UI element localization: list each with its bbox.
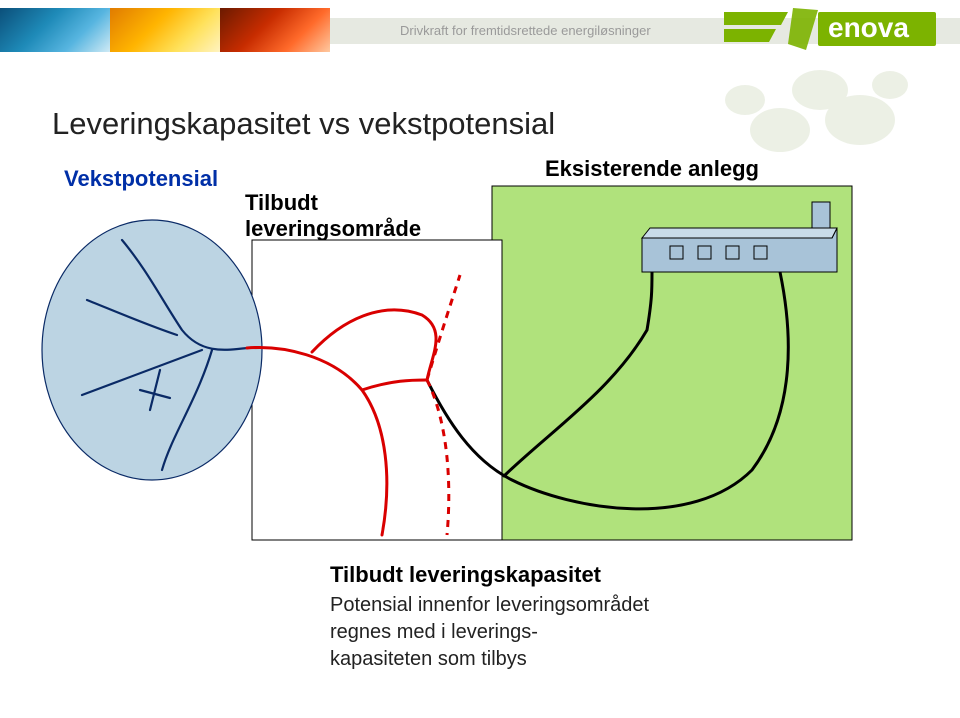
header-image-panels	[0, 8, 330, 52]
label-eksisterende-anlegg: Eksisterende anlegg	[545, 156, 759, 182]
plant-window	[754, 246, 767, 259]
footer-title: Tilbudt leveringskapasitet	[330, 560, 649, 590]
brand-logo: enova enova enova	[718, 2, 938, 58]
diagram-area	[52, 180, 862, 540]
header-panel-fire	[220, 8, 330, 52]
footer-label-block: Tilbudt leveringskapasitet Potensial inn…	[330, 560, 649, 673]
plant-roof	[642, 228, 837, 238]
plant-window	[698, 246, 711, 259]
slide-root: Drivkraft for fremtidsrettede energiløsn…	[0, 0, 960, 718]
offered-area-box	[252, 240, 502, 540]
decorative-map	[700, 50, 930, 170]
header-tagline: Drivkraft for fremtidsrettede energiløsn…	[400, 23, 651, 38]
header-panel-water	[0, 8, 110, 52]
header-bar: Drivkraft for fremtidsrettede energiløsn…	[0, 8, 960, 52]
page-title: Leveringskapasitet vs vekstpotensial	[52, 106, 555, 142]
footer-line2: Potensial innenfor leveringsområdet	[330, 594, 649, 616]
plant-window	[670, 246, 683, 259]
header-panel-sun	[110, 8, 220, 52]
footer-line3: regnes med i leverings-	[330, 621, 538, 643]
svg-text:enova: enova	[828, 12, 909, 43]
plant-window	[726, 246, 739, 259]
footer-line4: kapasiteten som tilbys	[330, 648, 527, 670]
